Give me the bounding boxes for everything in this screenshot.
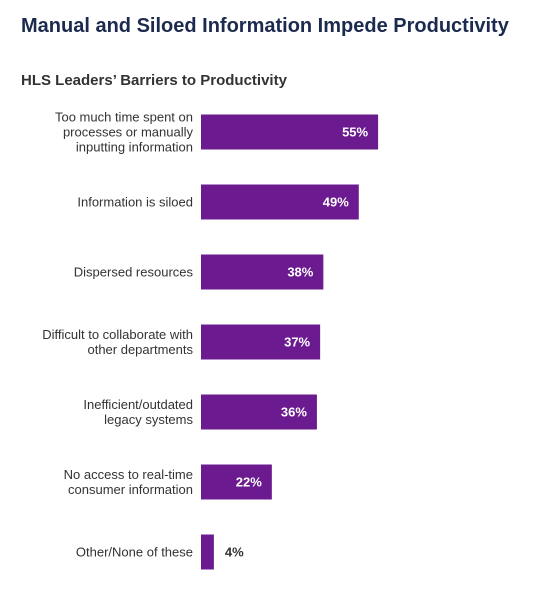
bar-value-label-6: 22%	[236, 475, 262, 490]
bar-1	[201, 114, 379, 150]
bar-value-label-1: 55%	[342, 125, 368, 140]
bar-5	[201, 394, 317, 430]
category-label-7: Other/None of these	[76, 545, 193, 560]
bar-3	[201, 254, 324, 290]
bar-value-label-5: 36%	[281, 405, 307, 420]
bar-value-label-4: 37%	[284, 335, 310, 350]
category-label-6: No access to real-time consumer informati…	[64, 467, 193, 497]
chart-subtitle: HLS Leaders’ Barriers to Productivity	[21, 72, 287, 89]
category-label-2: Information is siloed	[77, 195, 193, 210]
chart-title: Manual and Siloed Information Impede Pro…	[21, 15, 509, 37]
bar-value-label-3: 38%	[287, 265, 313, 280]
bar-4	[201, 324, 321, 360]
bar-6	[201, 464, 272, 500]
category-label-5: Inefficient/outdated legacy systems	[83, 397, 193, 427]
bar-value-label-2: 49%	[323, 195, 349, 210]
category-label-3: Dispersed resources	[74, 265, 194, 280]
category-label-4: Difficult to collaborate with other depar…	[42, 327, 193, 357]
bar-value-label-7: 4%	[225, 545, 244, 560]
category-label-1: Too much time spent on processes or manua…	[55, 110, 194, 155]
bar-7	[201, 534, 214, 570]
bar-2	[201, 184, 359, 220]
